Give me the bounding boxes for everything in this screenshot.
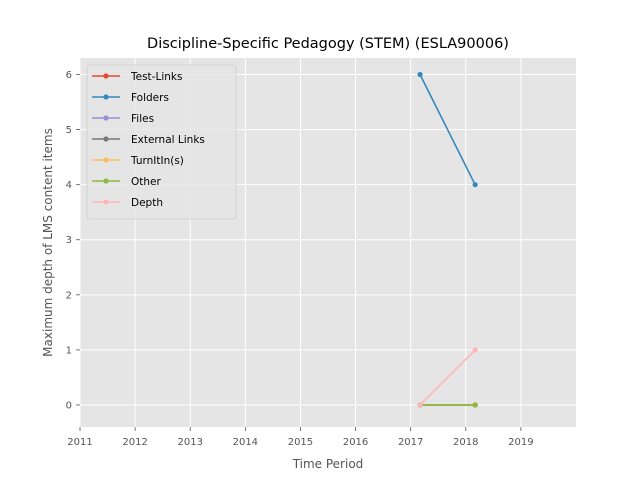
y-axis-label: Maximum depth of LMS content items — [41, 128, 55, 357]
x-tick-label: 2013 — [177, 437, 202, 448]
y-tick-label: 6 — [66, 70, 72, 81]
series-layer — [417, 71, 478, 408]
legend-label: TurnItIn(s) — [130, 155, 184, 167]
series-depth — [417, 347, 478, 408]
legend-label: Folders — [131, 92, 169, 104]
data-point — [472, 402, 478, 408]
x-tick-label: 2018 — [453, 437, 478, 448]
legend-marker — [103, 199, 109, 205]
legend-item-external-links: External Links — [92, 134, 205, 146]
data-point — [472, 182, 478, 188]
legend-frame — [86, 64, 237, 220]
legend-marker — [103, 157, 109, 163]
y-tick-label: 0 — [66, 400, 72, 411]
legend-marker — [103, 178, 109, 184]
legend-marker — [103, 73, 109, 79]
y-axis-ticks: 0 1 2 3 4 5 6 — [66, 70, 80, 411]
legend: Test-Links Folders Files External Links Turn… — [86, 64, 237, 220]
data-point — [417, 402, 423, 408]
chart-title: Discipline-Specific Pedagogy (STEM) (ESL… — [147, 36, 509, 52]
x-tick-label: 2017 — [398, 437, 423, 448]
legend-marker — [103, 94, 109, 100]
legend-item-folders: Folders — [92, 92, 169, 104]
y-tick-label: 1 — [66, 345, 72, 356]
legend-label: Other — [131, 176, 161, 188]
data-point — [472, 347, 478, 353]
legend-item-files: Files — [92, 113, 154, 125]
x-tick-label: 2011 — [67, 437, 92, 448]
x-tick-label: 2014 — [233, 437, 258, 448]
legend-item-turnitin-s: TurnItIn(s) — [92, 155, 184, 167]
legend-item-depth: Depth — [92, 197, 163, 209]
series-line — [419, 349, 476, 406]
x-axis-ticks: 2011 2012 2013 2014 2015 2016 2017 2018 2019 — [67, 427, 534, 448]
legend-marker — [103, 115, 109, 121]
legend-label: Files — [131, 113, 154, 125]
legend-item-other: Other — [92, 176, 161, 188]
y-tick-label: 3 — [66, 235, 72, 246]
series-folders — [417, 71, 478, 188]
legend-label: External Links — [131, 134, 205, 146]
legend-label: Depth — [131, 197, 163, 209]
x-tick-label: 2012 — [122, 437, 147, 448]
x-tick-label: 2016 — [343, 437, 368, 448]
y-tick-label: 4 — [66, 180, 72, 191]
x-tick-label: 2019 — [508, 437, 533, 448]
data-point — [417, 71, 423, 78]
legend-marker — [103, 136, 109, 142]
y-tick-label: 2 — [66, 290, 72, 301]
x-axis-label: Time Period — [292, 457, 364, 471]
x-tick-label: 2015 — [288, 437, 313, 448]
legend-label: Test-Links — [130, 71, 182, 83]
series-line — [419, 74, 476, 186]
y-tick-label: 5 — [66, 125, 72, 136]
legend-item-test-links: Test-Links — [92, 71, 182, 83]
